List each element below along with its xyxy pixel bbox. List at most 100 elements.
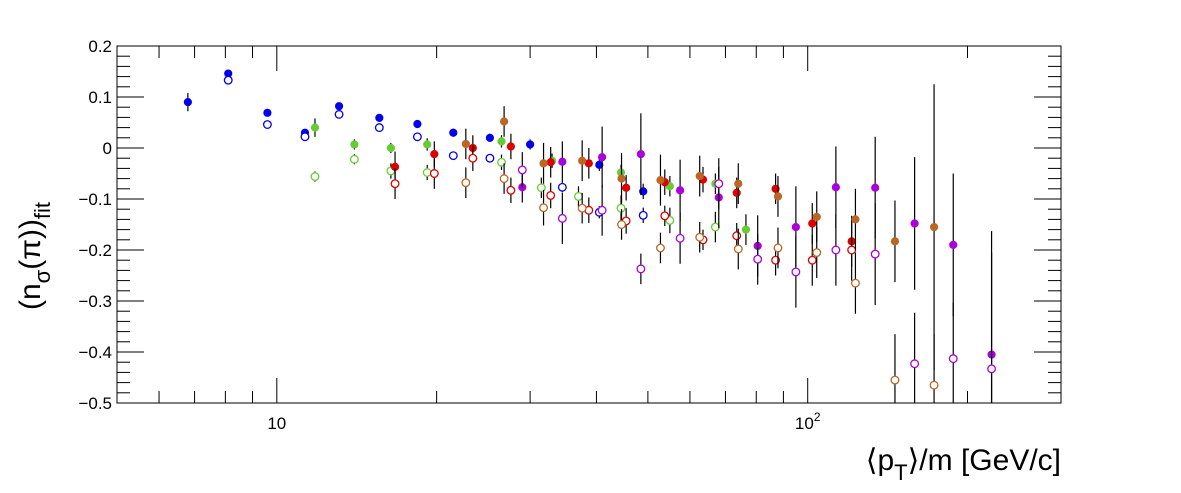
data-points: [183, 69, 997, 403]
data-point-filled: [636, 150, 645, 159]
data-point-filled: [732, 188, 741, 197]
x-axis-title: ⟨pT⟩/m [GeV/c]: [866, 444, 1061, 485]
data-point-filled: [595, 160, 604, 169]
x-title-post: ⟩/m [GeV/c]: [908, 444, 1061, 477]
data-point-open: [468, 153, 478, 163]
data-point-open: [812, 248, 822, 257]
data-point-open: [429, 169, 439, 178]
data-point-open: [733, 244, 743, 254]
y-tick-label: 0.1: [88, 88, 112, 107]
data-point-open: [574, 191, 583, 201]
data-point-filled: [578, 156, 587, 165]
data-point-open: [656, 243, 665, 253]
data-point-open: [890, 375, 900, 385]
y-tick-label: −0.5: [78, 394, 112, 413]
data-point-filled: [334, 102, 344, 111]
data-point-open: [536, 183, 546, 193]
data-point-filled: [812, 212, 821, 221]
data-point-open: [597, 205, 607, 215]
data-point-open: [557, 213, 567, 223]
data-point-open: [374, 123, 384, 133]
data-point-open: [334, 109, 344, 119]
data-point-open: [773, 243, 783, 253]
data-point-open: [948, 354, 958, 364]
data-point-filled: [263, 108, 272, 117]
data-point-filled: [430, 150, 439, 159]
data-point-open: [660, 211, 670, 221]
data-point-filled: [734, 179, 743, 188]
plot-frame: [116, 45, 1062, 404]
data-point-open: [499, 174, 509, 184]
y-title-sub1: σ: [30, 269, 55, 283]
data-point-filled: [871, 183, 880, 192]
y-axis-title: (nσ(π))fit: [14, 202, 55, 310]
data-point-filled: [695, 171, 704, 181]
data-point-open: [850, 278, 860, 288]
series-2: [310, 118, 751, 245]
series-3: [310, 154, 720, 243]
data-point-filled: [497, 137, 506, 146]
data-point-filled: [808, 219, 817, 228]
data-point-filled: [831, 183, 840, 192]
series-7: [461, 163, 939, 403]
data-point-open: [461, 178, 471, 188]
y-title-pre: (n: [14, 283, 47, 310]
data-point-open: [546, 190, 556, 200]
data-point-open: [577, 203, 587, 213]
data-point-filled: [622, 183, 631, 192]
data-point-open: [223, 75, 233, 85]
data-point-open: [791, 267, 801, 277]
data-point-open: [807, 255, 817, 265]
data-point-filled: [598, 153, 607, 162]
data-point-filled: [773, 192, 783, 201]
data-point-open: [539, 203, 548, 213]
y-title-sub2: fit: [30, 202, 55, 219]
y-tick-label: 0.2: [88, 37, 112, 56]
data-point-filled: [676, 186, 685, 195]
data-point-open: [847, 245, 857, 255]
x-title-pre: ⟨p: [866, 444, 894, 477]
series-4: [390, 133, 856, 267]
series-1: [223, 75, 648, 223]
data-point-filled: [423, 140, 432, 149]
data-point-filled: [539, 159, 548, 168]
data-point-filled: [500, 117, 509, 126]
data-point-filled: [413, 119, 422, 129]
data-point-open: [870, 249, 880, 259]
data-point-filled: [526, 140, 535, 149]
data-point-filled: [449, 128, 458, 137]
data-point-filled: [310, 123, 320, 132]
data-point-open: [557, 182, 567, 192]
data-point-filled: [890, 237, 900, 246]
x-tick-label: 102: [795, 410, 821, 433]
tick-labels: 0.2 0.1 0 −0.1 −0.2 −0.3 −0.4 −0.5 10 102: [78, 37, 820, 433]
y-tick-label: −0.4: [78, 343, 112, 362]
data-point-filled: [485, 133, 495, 142]
series-8: [518, 113, 996, 403]
data-point-filled: [949, 240, 958, 249]
data-point-filled: [350, 140, 359, 149]
series-9: [517, 152, 997, 403]
data-point-open: [636, 264, 646, 274]
y-tick-label: −0.3: [78, 292, 112, 311]
y-tick-label: 0: [103, 139, 112, 158]
y-title-mid: (π)): [14, 219, 47, 270]
data-point-filled: [386, 143, 395, 153]
data-point-open: [675, 233, 685, 243]
data-point-open: [710, 222, 720, 232]
data-point-filled: [584, 159, 593, 168]
data-point-filled: [546, 158, 555, 167]
data-point-filled: [183, 98, 192, 107]
data-point-open: [262, 120, 272, 129]
data-point-open: [485, 153, 495, 163]
data-point-filled: [929, 222, 939, 232]
data-point-open: [617, 220, 626, 229]
data-point-filled: [461, 139, 470, 149]
data-point-open: [910, 359, 920, 369]
data-point-open: [831, 245, 841, 255]
data-point-open: [497, 157, 506, 167]
data-point-open: [714, 179, 724, 189]
data-point-open: [310, 172, 320, 182]
x-tick-label: 10: [267, 414, 286, 433]
data-point-filled: [506, 142, 515, 151]
